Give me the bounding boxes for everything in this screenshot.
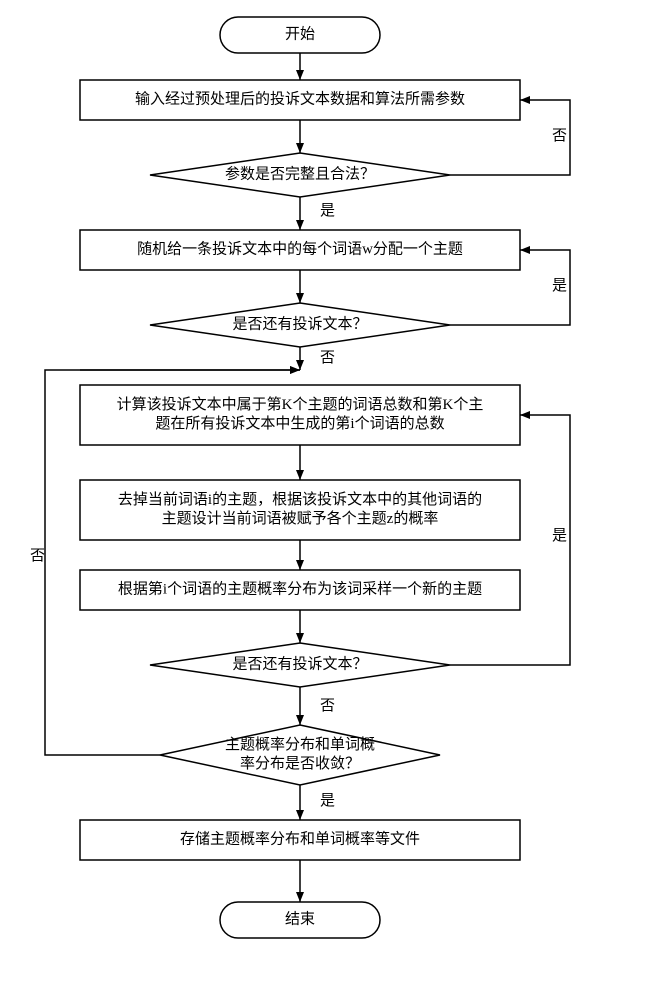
node-store: 存储主题概率分布和单词概率等文件 bbox=[80, 820, 520, 860]
node-calc: 计算该投诉文本中属于第K个主题的词语总数和第K个主题在所有投诉文本中生成的第i个… bbox=[80, 385, 520, 445]
node-text-d2-0: 是否还有投诉文本？ bbox=[232, 315, 367, 332]
node-text-start-0: 开始 bbox=[285, 25, 315, 42]
node-d4: 主题概率分布和单词概率分布是否收敛？ bbox=[160, 725, 440, 785]
edge-label-4: 否 bbox=[320, 350, 335, 366]
edge-label-12: 是 bbox=[552, 278, 567, 294]
edge-label-9: 是 bbox=[320, 793, 335, 809]
node-text-sample-0: 根据第i个词语的主题概率分布为该词采样一个新的主题 bbox=[118, 579, 482, 597]
node-text-input-0: 输入经过预处理后的投诉文本数据和算法所需参数 bbox=[135, 89, 465, 107]
node-text-store-0: 存储主题概率分布和单词概率等文件 bbox=[180, 829, 420, 847]
node-sample: 根据第i个词语的主题概率分布为该词采样一个新的主题 bbox=[80, 570, 520, 610]
node-text-d4-1: 率分布是否收敛？ bbox=[240, 755, 360, 772]
edge-label-11: 否 bbox=[552, 128, 567, 144]
edge-label-8: 否 bbox=[320, 698, 335, 714]
node-start: 开始 bbox=[220, 17, 380, 53]
edge-label-2: 是 bbox=[320, 203, 335, 219]
node-text-calc-0: 计算该投诉文本中属于第K个主题的词语总数和第K个主 bbox=[117, 395, 484, 413]
node-remove: 去掉当前词语i的主题，根据该投诉文本中的其他词语的主题设计当前词语被赋予各个主题… bbox=[80, 480, 520, 540]
node-text-d3-0: 是否还有投诉文本？ bbox=[232, 655, 367, 672]
node-d1: 参数是否完整且合法？ bbox=[150, 153, 450, 197]
node-text-d4-0: 主题概率分布和单词概 bbox=[225, 736, 375, 753]
node-end: 结束 bbox=[220, 902, 380, 938]
node-assign: 随机给一条投诉文本中的每个词语w分配一个主题 bbox=[80, 230, 520, 270]
node-input: 输入经过预处理后的投诉文本数据和算法所需参数 bbox=[80, 80, 520, 120]
node-text-remove-0: 去掉当前词语i的主题，根据该投诉文本中的其他词语的 bbox=[118, 491, 482, 508]
node-text-assign-0: 随机给一条投诉文本中的每个词语w分配一个主题 bbox=[137, 240, 463, 257]
edge-label-13: 是 bbox=[552, 528, 567, 544]
edge-label-14: 否 bbox=[30, 548, 45, 564]
node-text-end-0: 结束 bbox=[285, 910, 315, 927]
node-d2: 是否还有投诉文本？ bbox=[150, 303, 450, 347]
node-text-calc-1: 题在所有投诉文本中生成的第i个词语的总数 bbox=[155, 414, 444, 432]
flowchart-canvas: 是否否是否是是否开始输入经过预处理后的投诉文本数据和算法所需参数参数是否完整且合… bbox=[0, 0, 650, 1000]
node-text-d1-0: 参数是否完整且合法？ bbox=[225, 165, 375, 182]
node-d3: 是否还有投诉文本？ bbox=[150, 643, 450, 687]
node-text-remove-1: 主题设计当前词语被赋予各个主题z的概率 bbox=[162, 510, 439, 527]
